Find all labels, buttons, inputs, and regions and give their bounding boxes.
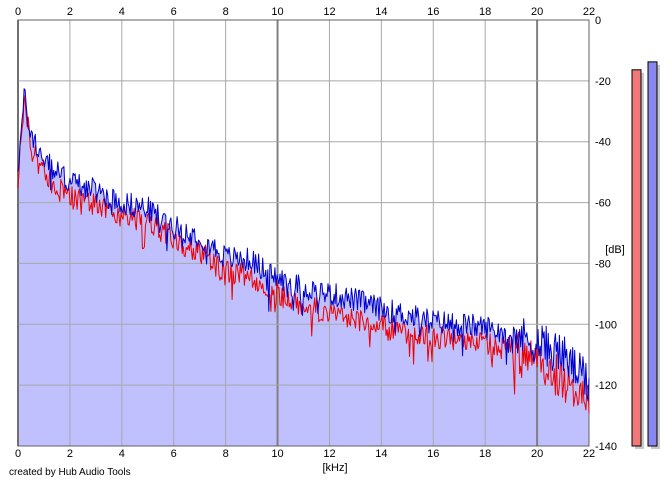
x-tick-label-bottom: 6	[171, 448, 177, 460]
x-tick-label-bottom: 18	[479, 448, 491, 460]
spectrum-area	[18, 88, 589, 446]
y-tick-label: -120	[595, 380, 617, 392]
x-tick-label-top: 8	[223, 6, 229, 18]
y-tick-label: -60	[595, 198, 611, 210]
x-tick-label-bottom: 20	[531, 448, 543, 460]
y-tick-label: -40	[595, 137, 611, 149]
y-tick-label: -100	[595, 319, 617, 331]
credit-text: created by Hub Audio Tools	[9, 467, 131, 478]
x-tick-label-top: 14	[375, 6, 387, 18]
level-meter-blue	[647, 61, 658, 447]
x-tick-label-bottom: 12	[323, 448, 335, 460]
x-tick-label-top: 18	[479, 6, 491, 18]
plot-frame	[17, 19, 590, 447]
level-meter-red	[631, 69, 642, 447]
x-tick-label-bottom: 16	[427, 448, 439, 460]
x-tick-label-bottom: 8	[223, 448, 229, 460]
x-tick-label-top: 22	[583, 6, 595, 18]
spectrum-fill	[18, 88, 589, 446]
x-tick-label-top: 6	[171, 6, 177, 18]
x-tick-label-top: 16	[427, 6, 439, 18]
y-tick-label: -80	[595, 258, 611, 270]
x-tick-label-top: 20	[531, 6, 543, 18]
series-line-red	[17, 94, 590, 414]
x-tick-labels-bottom: 0 2 4 6 8 10 12 14 16 18 20 22	[15, 448, 595, 460]
y-tick-label: -20	[595, 76, 611, 88]
x-tick-label-bottom: 4	[119, 448, 125, 460]
x-tick-label-bottom: 14	[375, 448, 387, 460]
y-axis-label: [dB]	[605, 244, 625, 256]
x-tick-label-top: 2	[67, 6, 73, 18]
level-meters	[631, 61, 660, 450]
x-tick-label-top: 4	[119, 6, 125, 18]
series-line-blue	[17, 88, 590, 402]
grid	[17, 19, 590, 447]
x-tick-labels-top: 0 2 4 6 8 10 12 14 16 18 20 22	[15, 6, 595, 18]
x-tick-label-top: 0	[15, 6, 21, 18]
x-axis-label: [kHz]	[322, 462, 347, 474]
x-tick-label-bottom: 2	[67, 448, 73, 460]
y-tick-labels: 0 -20 -40 -60 -80 -100 -120 -140	[595, 15, 617, 453]
x-tick-label-bottom: 10	[271, 448, 283, 460]
x-tick-label-bottom: 22	[583, 448, 595, 460]
y-tick-label: 0	[595, 15, 601, 27]
series-lines	[17, 88, 590, 414]
x-tick-label-top: 12	[323, 6, 335, 18]
y-tick-label: -140	[595, 441, 617, 453]
x-tick-label-bottom: 0	[15, 448, 21, 460]
x-tick-label-top: 10	[271, 6, 283, 18]
